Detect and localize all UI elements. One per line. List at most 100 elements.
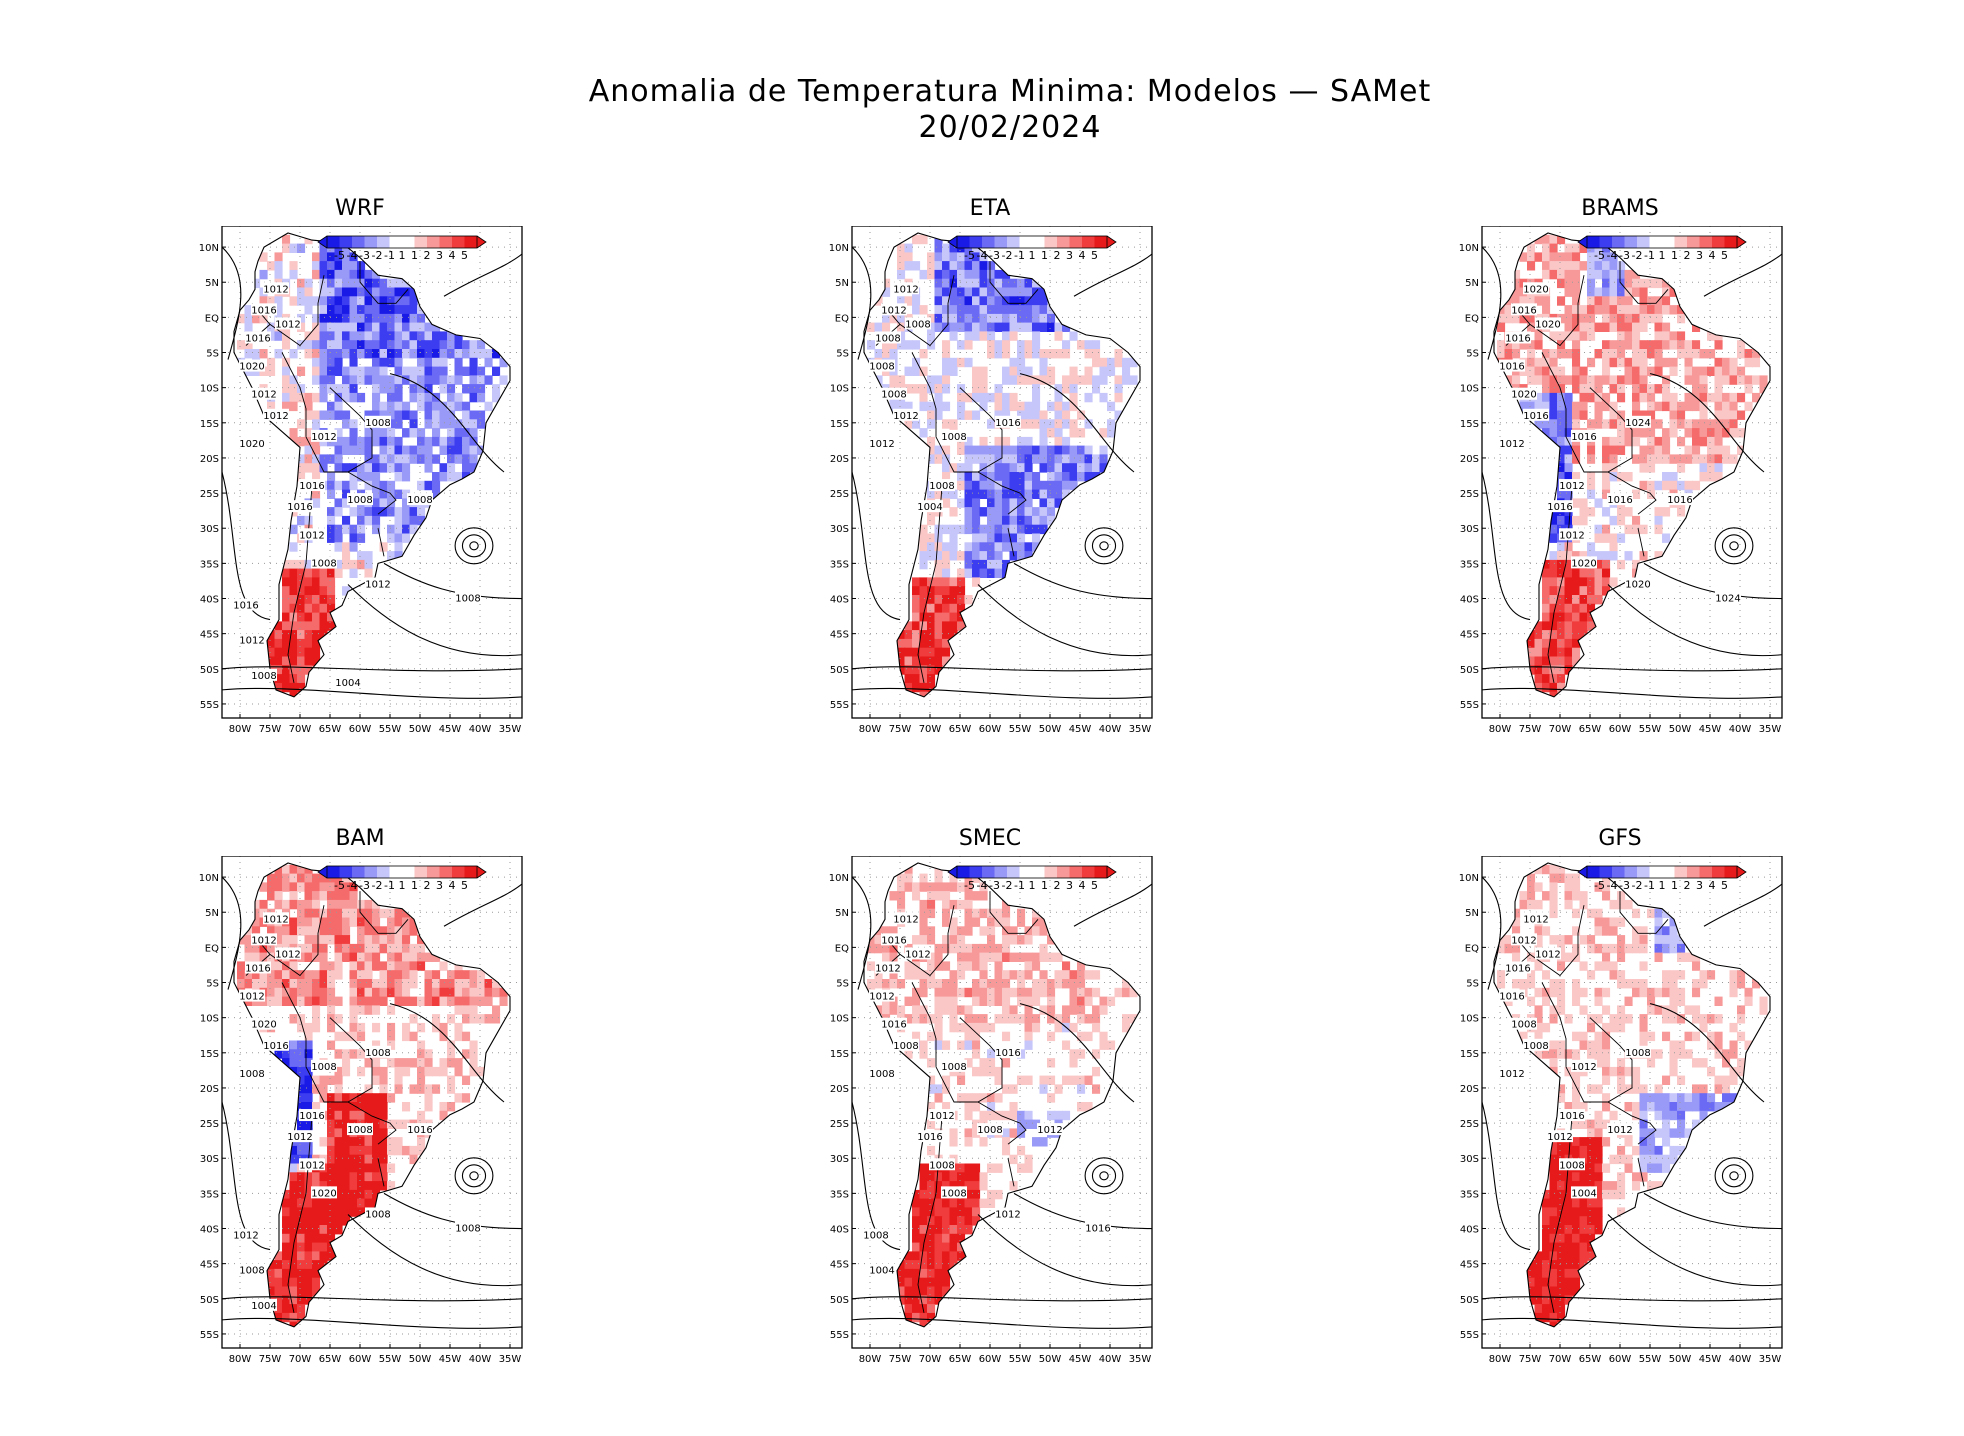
- isobar-label: 1004: [1571, 1188, 1596, 1199]
- anomaly-cell: [897, 891, 906, 901]
- anomaly-cell: [394, 463, 403, 473]
- anomaly-cell: [342, 375, 351, 385]
- anomaly-cell: [334, 1198, 343, 1208]
- anomaly-cell: [342, 1031, 351, 1042]
- anomaly-cell: [484, 375, 493, 385]
- anomaly-cell: [1002, 322, 1011, 332]
- anomaly-cell: [1669, 970, 1678, 980]
- anomaly-cell: [1527, 313, 1536, 324]
- country-border: [1007, 528, 1015, 557]
- anomaly-cell: [1594, 595, 1603, 605]
- anomaly-cell: [927, 1251, 936, 1261]
- anomaly-cell: [1542, 1251, 1551, 1261]
- lat-tick-label: 5S: [206, 349, 219, 360]
- lon-tick-label: 60W: [1609, 724, 1632, 735]
- anomaly-cell: [327, 1145, 336, 1156]
- anomaly-cell: [964, 331, 973, 341]
- anomaly-cell: [289, 428, 298, 438]
- anomaly-cell: [364, 1102, 373, 1112]
- anomaly-cell: [312, 612, 321, 622]
- anomaly-cell: [1062, 445, 1071, 455]
- anomaly-cell: [1549, 1207, 1558, 1217]
- anomaly-cell: [1684, 1049, 1693, 1059]
- isobar-label-bg: [365, 577, 391, 590]
- isobar-label: 1020: [1625, 579, 1650, 590]
- anomaly-cell: [334, 1102, 343, 1112]
- anomaly-cell: [1557, 234, 1566, 245]
- anomaly-cell: [964, 1022, 973, 1033]
- anomaly-cell: [1009, 331, 1018, 341]
- anomaly-cell: [334, 366, 343, 376]
- anomaly-cell: [1542, 1268, 1551, 1279]
- anomaly-cell: [312, 252, 321, 262]
- anomaly-cell: [1039, 454, 1048, 464]
- anomaly-cell: [987, 340, 996, 350]
- anomaly-cell: [1572, 979, 1581, 989]
- anomaly-cell: [957, 961, 966, 971]
- anomaly-cell: [1752, 392, 1761, 403]
- lat-tick-label: EQ: [205, 313, 219, 324]
- lat-tick-label: EQ: [1465, 943, 1479, 954]
- anomaly-cell: [1542, 1233, 1551, 1244]
- anomaly-cell: [312, 891, 321, 901]
- anomaly-cell: [1654, 278, 1663, 289]
- isobar-line: [1482, 687, 1782, 699]
- anomaly-cell: [979, 551, 988, 561]
- isobar-label: 1012: [311, 432, 336, 443]
- anomaly-cell: [972, 261, 981, 271]
- anomaly-cell: [942, 1233, 951, 1244]
- anomaly-cell: [1602, 1093, 1611, 1103]
- low-pressure-ring: [1091, 534, 1117, 558]
- anomaly-cell: [379, 322, 388, 332]
- lat-tick-label: 35S: [200, 1189, 219, 1200]
- anomaly-cell: [402, 340, 411, 350]
- anomaly-cell: [319, 568, 328, 578]
- anomaly-cell: [1654, 366, 1663, 376]
- anomaly-cell: [282, 935, 291, 945]
- isobar-line: [222, 876, 242, 990]
- anomaly-cell: [342, 331, 351, 341]
- anomaly-cell: [282, 638, 291, 649]
- anomaly-cell: [1662, 357, 1671, 368]
- anomaly-cell: [1534, 357, 1543, 368]
- anomaly-cell: [372, 1128, 381, 1138]
- anomaly-cell: [289, 961, 298, 971]
- anomaly-cell: [1647, 1181, 1656, 1191]
- anomaly-cell: [1557, 331, 1566, 341]
- anomaly-cell: [364, 278, 373, 289]
- anomaly-cell: [919, 1251, 928, 1261]
- anomaly-cell: [927, 1145, 936, 1156]
- anomaly-cell: [1557, 1181, 1566, 1191]
- anomaly-cell: [987, 472, 996, 482]
- anomaly-cell: [1527, 882, 1536, 892]
- anomaly-cell: [1564, 305, 1573, 315]
- anomaly-cell: [304, 1093, 313, 1103]
- anomaly-cell: [387, 1137, 396, 1147]
- isobar-line: [1019, 373, 1135, 473]
- anomaly-cell: [372, 524, 381, 535]
- anomaly-cell: [1594, 1031, 1603, 1042]
- anomaly-cell: [1617, 935, 1626, 945]
- anomaly-cell: [477, 392, 486, 403]
- anomaly-cell: [1647, 366, 1656, 376]
- isobar-line: [222, 1296, 522, 1302]
- anomaly-cell: [979, 891, 988, 901]
- anomaly-cell: [1549, 1225, 1558, 1235]
- anomaly-cell: [1624, 313, 1633, 324]
- anomaly-cell: [349, 261, 358, 271]
- anomaly-cell: [1602, 454, 1611, 464]
- anomaly-cell: [1017, 436, 1026, 447]
- anomaly-cell: [1549, 1058, 1558, 1068]
- anomaly-cell: [942, 1198, 951, 1208]
- anomaly-cell: [1669, 1014, 1678, 1024]
- anomaly-cell: [934, 943, 943, 954]
- anomaly-cell: [297, 1040, 306, 1050]
- anomaly-cell: [1707, 454, 1716, 464]
- anomaly-cell: [1557, 1225, 1566, 1235]
- anomaly-cell: [1639, 454, 1648, 464]
- anomaly-cell: [1557, 366, 1566, 376]
- anomaly-cell: [477, 340, 486, 350]
- anomaly-cell: [477, 996, 486, 1006]
- anomaly-cell: [454, 331, 463, 341]
- isobar-label: 1020: [1571, 558, 1596, 569]
